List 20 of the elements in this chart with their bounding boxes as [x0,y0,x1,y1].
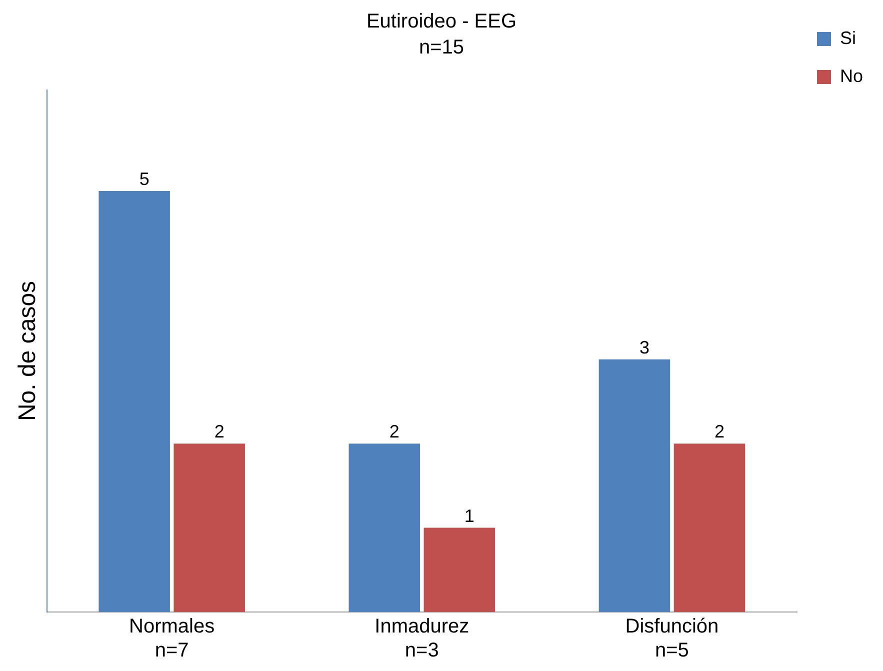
bar [348,444,420,612]
bar [98,191,170,612]
y-axis-title: No. de casos [14,280,42,422]
bar [674,444,746,612]
data-label: 2 [214,422,224,442]
bar [424,528,496,612]
legend-label: Si [840,28,856,48]
data-label: 5 [139,169,150,189]
x-tick-label: Disfunción n=5 [625,616,719,662]
x-tick-label: Normales n=7 [129,616,215,662]
data-label: 2 [389,422,400,442]
data-label: 1 [464,506,474,526]
chart-title: Eutiroideo - EEG [366,10,517,33]
bar [598,359,670,612]
chart-subtitle: n=15 [418,36,464,59]
x-tick-label: Inmadurez n=3 [374,616,470,662]
legend-label: No [840,66,864,86]
data-label: 2 [714,422,724,442]
data-label: 3 [639,337,650,358]
bar [174,444,245,612]
